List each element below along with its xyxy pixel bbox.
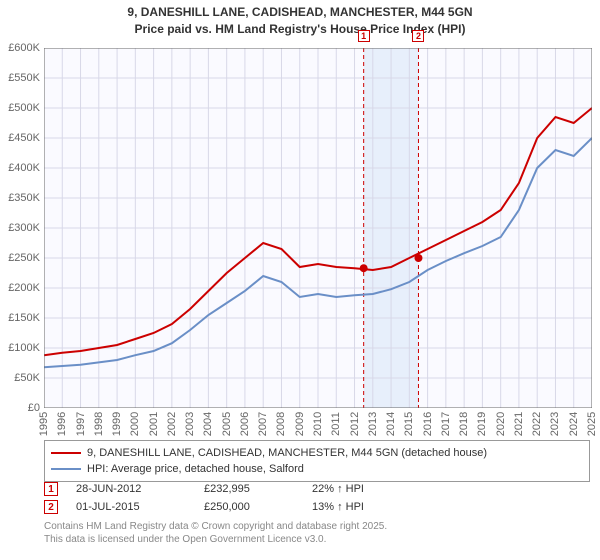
x-tick-label: 2018	[458, 412, 470, 436]
x-tick-label: 2016	[422, 412, 434, 436]
y-tick-label: £50K	[2, 372, 40, 384]
legend-row-1: HPI: Average price, detached house, Salf…	[51, 461, 583, 477]
x-tick-label: 2010	[312, 412, 324, 436]
chart-svg	[44, 48, 592, 408]
x-tick-label: 2011	[330, 412, 342, 436]
x-tick-label: 2004	[202, 412, 214, 436]
legend-label-1: HPI: Average price, detached house, Salf…	[87, 463, 304, 475]
annot-date-1: 01-JUL-2015	[76, 501, 186, 513]
title-line-1: 9, DANESHILL LANE, CADISHEAD, MANCHESTER…	[0, 4, 600, 21]
title-line-2: Price paid vs. HM Land Registry's House …	[0, 21, 600, 38]
x-tick-label: 1996	[56, 412, 68, 436]
x-tick-label: 1995	[38, 412, 50, 436]
chart-area: £0£50K£100K£150K£200K£250K£300K£350K£400…	[44, 48, 592, 408]
x-tick-label: 2024	[568, 412, 580, 436]
chart-marker-box: 2	[412, 30, 424, 42]
annot-row-1: 2 01-JUL-2015 £250,000 13% ↑ HPI	[44, 498, 590, 516]
legend-label-0: 9, DANESHILL LANE, CADISHEAD, MANCHESTER…	[87, 447, 487, 459]
y-tick-label: £400K	[2, 162, 40, 174]
y-tick-label: £350K	[2, 192, 40, 204]
y-tick-label: £250K	[2, 252, 40, 264]
x-tick-label: 2013	[367, 412, 379, 436]
x-tick-label: 2005	[221, 412, 233, 436]
legend-box: 9, DANESHILL LANE, CADISHEAD, MANCHESTER…	[44, 440, 590, 482]
x-tick-label: 2025	[586, 412, 598, 436]
x-tick-label: 2014	[385, 412, 397, 436]
footer-line-1: Contains HM Land Registry data © Crown c…	[44, 520, 590, 533]
annot-price-1: £250,000	[204, 501, 294, 513]
x-tick-label: 1999	[111, 412, 123, 436]
annotation-table: 1 28-JUN-2012 £232,995 22% ↑ HPI 2 01-JU…	[44, 480, 590, 516]
annot-pct-0: 22% ↑ HPI	[312, 483, 422, 495]
y-tick-label: £300K	[2, 222, 40, 234]
y-tick-label: £200K	[2, 282, 40, 294]
x-tick-label: 2009	[294, 412, 306, 436]
annot-date-0: 28-JUN-2012	[76, 483, 186, 495]
annot-pct-1: 13% ↑ HPI	[312, 501, 422, 513]
legend-swatch-0	[51, 452, 81, 454]
y-tick-label: £0	[2, 402, 40, 414]
y-tick-label: £150K	[2, 312, 40, 324]
annot-row-0: 1 28-JUN-2012 £232,995 22% ↑ HPI	[44, 480, 590, 498]
x-tick-label: 2001	[148, 412, 160, 436]
x-tick-label: 2023	[549, 412, 561, 436]
x-tick-label: 2007	[257, 412, 269, 436]
x-tick-label: 2017	[440, 412, 452, 436]
chart-marker-box: 1	[358, 30, 370, 42]
x-tick-label: 2012	[349, 412, 361, 436]
chart-title-block: 9, DANESHILL LANE, CADISHEAD, MANCHESTER…	[0, 0, 600, 38]
x-tick-label: 2000	[129, 412, 141, 436]
x-tick-label: 2022	[531, 412, 543, 436]
y-tick-label: £600K	[2, 42, 40, 54]
legend-row-0: 9, DANESHILL LANE, CADISHEAD, MANCHESTER…	[51, 445, 583, 461]
annot-marker-1: 2	[44, 500, 58, 514]
y-tick-label: £550K	[2, 72, 40, 84]
x-tick-label: 2020	[495, 412, 507, 436]
annot-price-0: £232,995	[204, 483, 294, 495]
y-tick-label: £500K	[2, 102, 40, 114]
x-tick-label: 1997	[75, 412, 87, 436]
x-tick-label: 2015	[403, 412, 415, 436]
footer-line-2: This data is licensed under the Open Gov…	[44, 533, 590, 546]
legend-swatch-1	[51, 468, 81, 470]
x-tick-label: 2008	[275, 412, 287, 436]
footer-block: Contains HM Land Registry data © Crown c…	[44, 520, 590, 546]
x-tick-label: 2003	[184, 412, 196, 436]
y-tick-label: £100K	[2, 342, 40, 354]
annot-marker-0: 1	[44, 482, 58, 496]
x-tick-label: 2002	[166, 412, 178, 436]
x-tick-label: 2019	[476, 412, 488, 436]
x-tick-label: 2021	[513, 412, 525, 436]
y-tick-label: £450K	[2, 132, 40, 144]
x-tick-label: 1998	[93, 412, 105, 436]
x-tick-label: 2006	[239, 412, 251, 436]
